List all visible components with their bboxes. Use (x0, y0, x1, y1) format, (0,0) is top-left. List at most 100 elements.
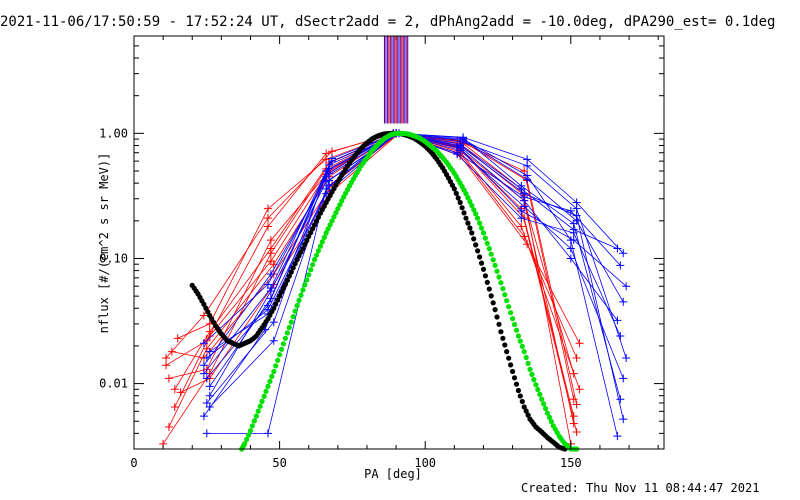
data-point-blue (263, 429, 272, 438)
data-point-blue (328, 154, 337, 163)
fit-point-green (519, 343, 525, 349)
fit-point-green (506, 304, 512, 310)
data-point-red (569, 419, 578, 428)
fit-point-green (469, 202, 475, 209)
fit-point-green (471, 207, 477, 213)
fit-point-green (277, 352, 283, 358)
fit-point-green (523, 354, 529, 361)
x-tick-label: 50 (272, 456, 286, 470)
fit-point-green (306, 272, 312, 278)
data-point-blue (202, 374, 211, 383)
data-point-red (202, 365, 211, 374)
data-point-blue (199, 369, 208, 378)
fit-point-green (298, 292, 304, 298)
data-point-red (569, 395, 578, 404)
fit-point-green (292, 308, 298, 314)
plot-frame (133, 35, 665, 450)
fit-point-green (253, 413, 259, 419)
data-point-blue (619, 297, 628, 306)
fit-point-black (478, 260, 485, 266)
fit-point-green (313, 252, 320, 258)
fit-point-black (513, 381, 520, 387)
data-point-red (523, 240, 532, 249)
fit-point-black (467, 225, 473, 231)
fit-point-black (517, 393, 523, 399)
data-point-blue (202, 398, 211, 407)
fit-point-green (259, 398, 265, 404)
data-point-blue (619, 249, 628, 258)
fit-point-green (263, 388, 269, 394)
fit-point-black (273, 301, 279, 307)
data-point-blue (569, 236, 578, 245)
fit-point-green (480, 230, 487, 236)
data-point-red (176, 388, 185, 397)
series-line-red (165, 132, 577, 405)
data-point-red (162, 361, 171, 370)
fit-point-black (455, 195, 461, 201)
fit-point-green (257, 403, 263, 409)
fit-point-green (273, 363, 279, 369)
fit-point-green (475, 215, 481, 221)
chart-title: 2021-11-06/17:50:59 - 17:52:24 UT, dSect… (0, 14, 776, 30)
fit-point-black (275, 297, 281, 303)
x-tick-label: 150 (560, 456, 582, 470)
fit-point-black (465, 220, 471, 226)
data-point-blue (566, 254, 575, 263)
fit-point-green (543, 405, 549, 412)
fit-point-green (331, 214, 337, 220)
data-point-blue (523, 155, 532, 164)
data-point-blue (269, 318, 278, 327)
fit-point-black (284, 277, 290, 283)
fit-point-green (515, 333, 522, 339)
fit-point-black (288, 269, 294, 275)
data-point-red (328, 147, 337, 156)
series-line-red (168, 132, 577, 433)
fit-point-black (313, 218, 320, 224)
x-axis-label: PA [deg] (364, 467, 422, 481)
fit-point-green (247, 428, 254, 434)
fit-point-black (500, 335, 506, 341)
data-point-blue (613, 244, 622, 253)
fit-point-black (280, 285, 287, 291)
fit-point-green (490, 257, 496, 263)
fit-point-green (327, 222, 333, 228)
fit-point-black (492, 307, 498, 313)
fit-point-black (525, 412, 531, 418)
fit-point-green (521, 349, 527, 355)
fit-point-green (339, 198, 345, 204)
fit-point-black (315, 214, 321, 220)
fit-point-black (508, 362, 514, 368)
data-point-red (572, 400, 581, 409)
fit-point-black (496, 321, 502, 327)
fit-point-black (484, 279, 490, 285)
fit-point-green (541, 401, 547, 407)
fit-point-green (535, 386, 541, 393)
fit-point-black (311, 222, 318, 228)
fit-point-black (523, 408, 529, 414)
data-point-red (263, 222, 272, 231)
fit-point-green (486, 246, 492, 252)
fit-point-green (539, 396, 545, 402)
data-point-red (575, 339, 584, 348)
y-tick-label: 0.01 (99, 377, 128, 391)
data-point-blue (199, 361, 208, 370)
fit-point-green (280, 341, 287, 347)
data-point-red (572, 354, 581, 363)
fit-point-green (300, 287, 306, 293)
data-point-red (569, 369, 578, 378)
y-tick-label: 0.10 (99, 251, 128, 265)
fit-point-black (302, 241, 308, 248)
data-point-red (517, 222, 526, 231)
fit-point-black (498, 329, 504, 335)
data-point-blue (456, 140, 465, 149)
fit-point-black (292, 261, 298, 267)
fit-point-green (310, 262, 316, 268)
fit-point-green (525, 360, 531, 366)
fit-point-green (329, 218, 335, 224)
data-point-blue (613, 316, 622, 325)
data-point-red (263, 204, 272, 213)
fit-point-green (517, 338, 523, 344)
fit-point-green (296, 297, 302, 303)
fit-point-green (308, 267, 314, 273)
data-point-blue (622, 282, 631, 291)
